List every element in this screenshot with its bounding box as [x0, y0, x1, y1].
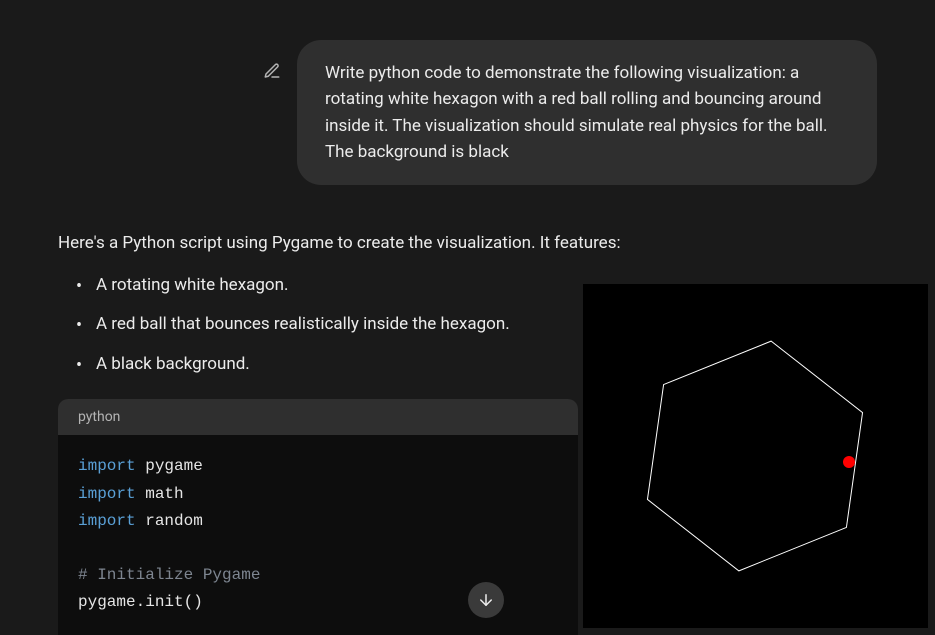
- scroll-down-button[interactable]: [468, 582, 504, 618]
- code-language-label: python: [58, 399, 578, 435]
- user-message-bubble: Write python code to demonstrate the fol…: [297, 40, 877, 185]
- user-message-text: Write python code to demonstrate the fol…: [325, 63, 828, 162]
- assistant-intro: Here's a Python script using Pygame to c…: [58, 231, 877, 257]
- arrow-down-icon: [477, 591, 495, 609]
- user-message-row: Write python code to demonstrate the fol…: [58, 40, 877, 185]
- edit-icon[interactable]: [263, 62, 281, 84]
- hexagon-visualization: [583, 284, 928, 628]
- visualization-panel: [583, 284, 928, 628]
